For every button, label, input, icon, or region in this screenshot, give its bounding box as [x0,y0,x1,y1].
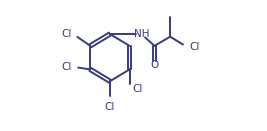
Text: Cl: Cl [105,102,115,112]
Text: NH: NH [134,29,149,39]
Text: Cl: Cl [62,62,72,72]
Text: Cl: Cl [62,29,72,39]
Text: Cl: Cl [190,42,200,52]
Text: O: O [150,61,159,70]
Text: Cl: Cl [132,84,143,94]
